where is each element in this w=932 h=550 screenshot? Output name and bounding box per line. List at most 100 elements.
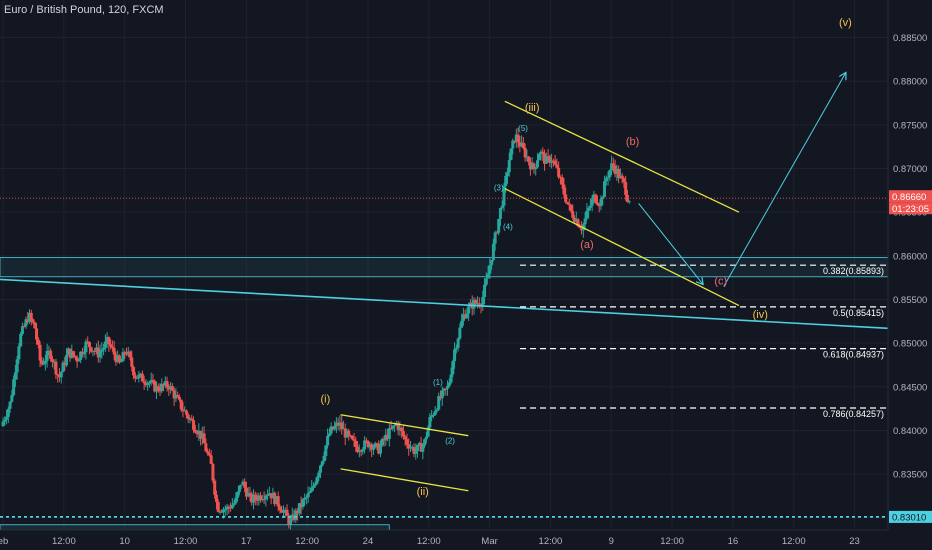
candle-body [72, 351, 76, 357]
candle-body [177, 396, 181, 400]
countdown-label: 01:23:05 [892, 204, 929, 215]
candle-body [326, 435, 330, 446]
candle-body [301, 499, 305, 507]
wave-label: (v) [839, 17, 852, 29]
candle-body [505, 172, 509, 177]
candle-body [458, 327, 462, 339]
candle-body [283, 509, 287, 511]
candle-body [571, 210, 575, 218]
candle-body [195, 432, 199, 435]
candle-body [467, 306, 471, 314]
candle-body [239, 484, 243, 486]
candle-body [100, 349, 104, 352]
candle-body [77, 359, 81, 362]
candle-body [527, 156, 531, 163]
candle-body [142, 381, 146, 384]
lower-channel-line [504, 188, 740, 307]
candle-body [27, 312, 31, 322]
candle-body [167, 387, 171, 390]
wave-label: (2) [445, 437, 455, 446]
candle-body [95, 347, 99, 351]
candle-body [583, 218, 587, 225]
candle-body [253, 494, 257, 500]
candle-body [193, 429, 197, 433]
candle-body [560, 177, 564, 185]
candle-body [336, 422, 340, 426]
candle-body [611, 163, 615, 166]
candle-body [359, 450, 363, 452]
candle-body [54, 361, 58, 375]
candle-body [564, 194, 568, 203]
candle-body [278, 506, 282, 510]
candle-body [241, 481, 245, 485]
price-tick-label: 0.84500 [893, 382, 927, 393]
candle-body [179, 399, 183, 410]
candle-body [49, 350, 53, 359]
candle-body [319, 465, 323, 473]
candle-body [80, 351, 84, 355]
candle-body [109, 344, 113, 347]
candle-body [50, 358, 54, 363]
candle-body [433, 410, 437, 415]
candle-body [573, 217, 577, 223]
candle-body [363, 440, 367, 450]
candle-body [543, 153, 547, 164]
candle-body [252, 494, 256, 503]
candle-body [12, 379, 16, 396]
candle-body [349, 435, 353, 437]
candle-body [310, 487, 314, 492]
price-tick-label: 0.85500 [893, 295, 927, 306]
candle-body [146, 382, 150, 386]
candle-body [93, 350, 97, 352]
candle-body [135, 378, 139, 380]
candle-body [17, 346, 21, 360]
wave-labels: (v) (iii) (b) (5) (3) (4) (a) (c) (iv) (i) (1) (2) (… [321, 17, 852, 498]
candle-body [38, 344, 42, 361]
candle-body [229, 507, 233, 509]
price-tick-label: 0.87500 [893, 120, 927, 131]
candle-body [165, 381, 169, 388]
candle-body [468, 302, 472, 307]
upper-channel-line [504, 100, 740, 213]
candle-body [176, 395, 180, 397]
time-tick-label: 12:00 [660, 536, 684, 547]
candle-body [557, 167, 561, 177]
candle-body [223, 509, 227, 511]
candle-body [271, 492, 275, 499]
candle-body [532, 163, 536, 170]
time-tick-label: Mar [481, 536, 497, 547]
candle-body [412, 447, 416, 454]
wave-label: (b) [626, 136, 639, 148]
price-tick-label: 0.84000 [893, 426, 927, 437]
wave-label: (4) [503, 223, 513, 232]
candle-body [237, 485, 241, 493]
candle-body [592, 194, 596, 200]
candle-body [322, 455, 326, 462]
candle-body [345, 430, 349, 438]
price-tick-label: 0.86000 [893, 251, 927, 262]
candle-body [13, 372, 17, 380]
candle-body [70, 351, 74, 358]
candle-body [192, 420, 196, 430]
candle-body [296, 510, 300, 514]
candle-body [569, 204, 573, 211]
candle-body [121, 352, 125, 362]
candle-body [289, 519, 293, 525]
candle-body [315, 477, 319, 484]
time-tick-label: 12:00 [539, 536, 563, 547]
candle-body [447, 382, 451, 387]
candle-body [521, 142, 525, 149]
candle-body [202, 433, 206, 444]
current-price-label: 0.86660 [892, 192, 926, 203]
candle-body [3, 419, 7, 422]
trendline [0, 278, 889, 330]
candle-body [377, 443, 381, 454]
candle-body [576, 219, 580, 227]
candle-body [588, 205, 592, 208]
candle-body [384, 434, 388, 441]
candle-body [361, 449, 365, 452]
candle-body [320, 461, 324, 466]
candle-body [117, 355, 121, 363]
